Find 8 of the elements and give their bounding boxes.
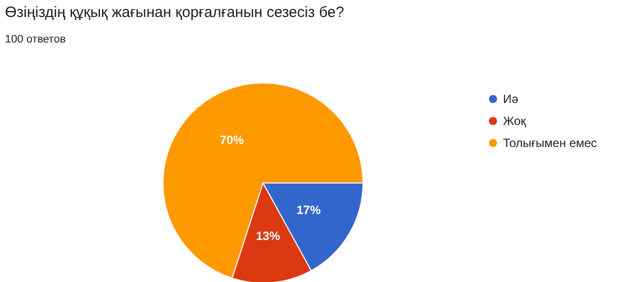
data-label: 13% xyxy=(256,228,280,243)
data-label: 70% xyxy=(220,133,244,148)
chart-title: Өзіңіздің құқық жағынан қорғалғанын сезесіз бе? xyxy=(5,4,344,21)
legend-label: Толығымен емес xyxy=(503,136,597,150)
text: 100 ответов xyxy=(5,34,66,46)
legend-label: Жоқ xyxy=(503,114,527,128)
legend-label: Иә xyxy=(503,92,519,106)
data-label: 17% xyxy=(296,202,321,217)
